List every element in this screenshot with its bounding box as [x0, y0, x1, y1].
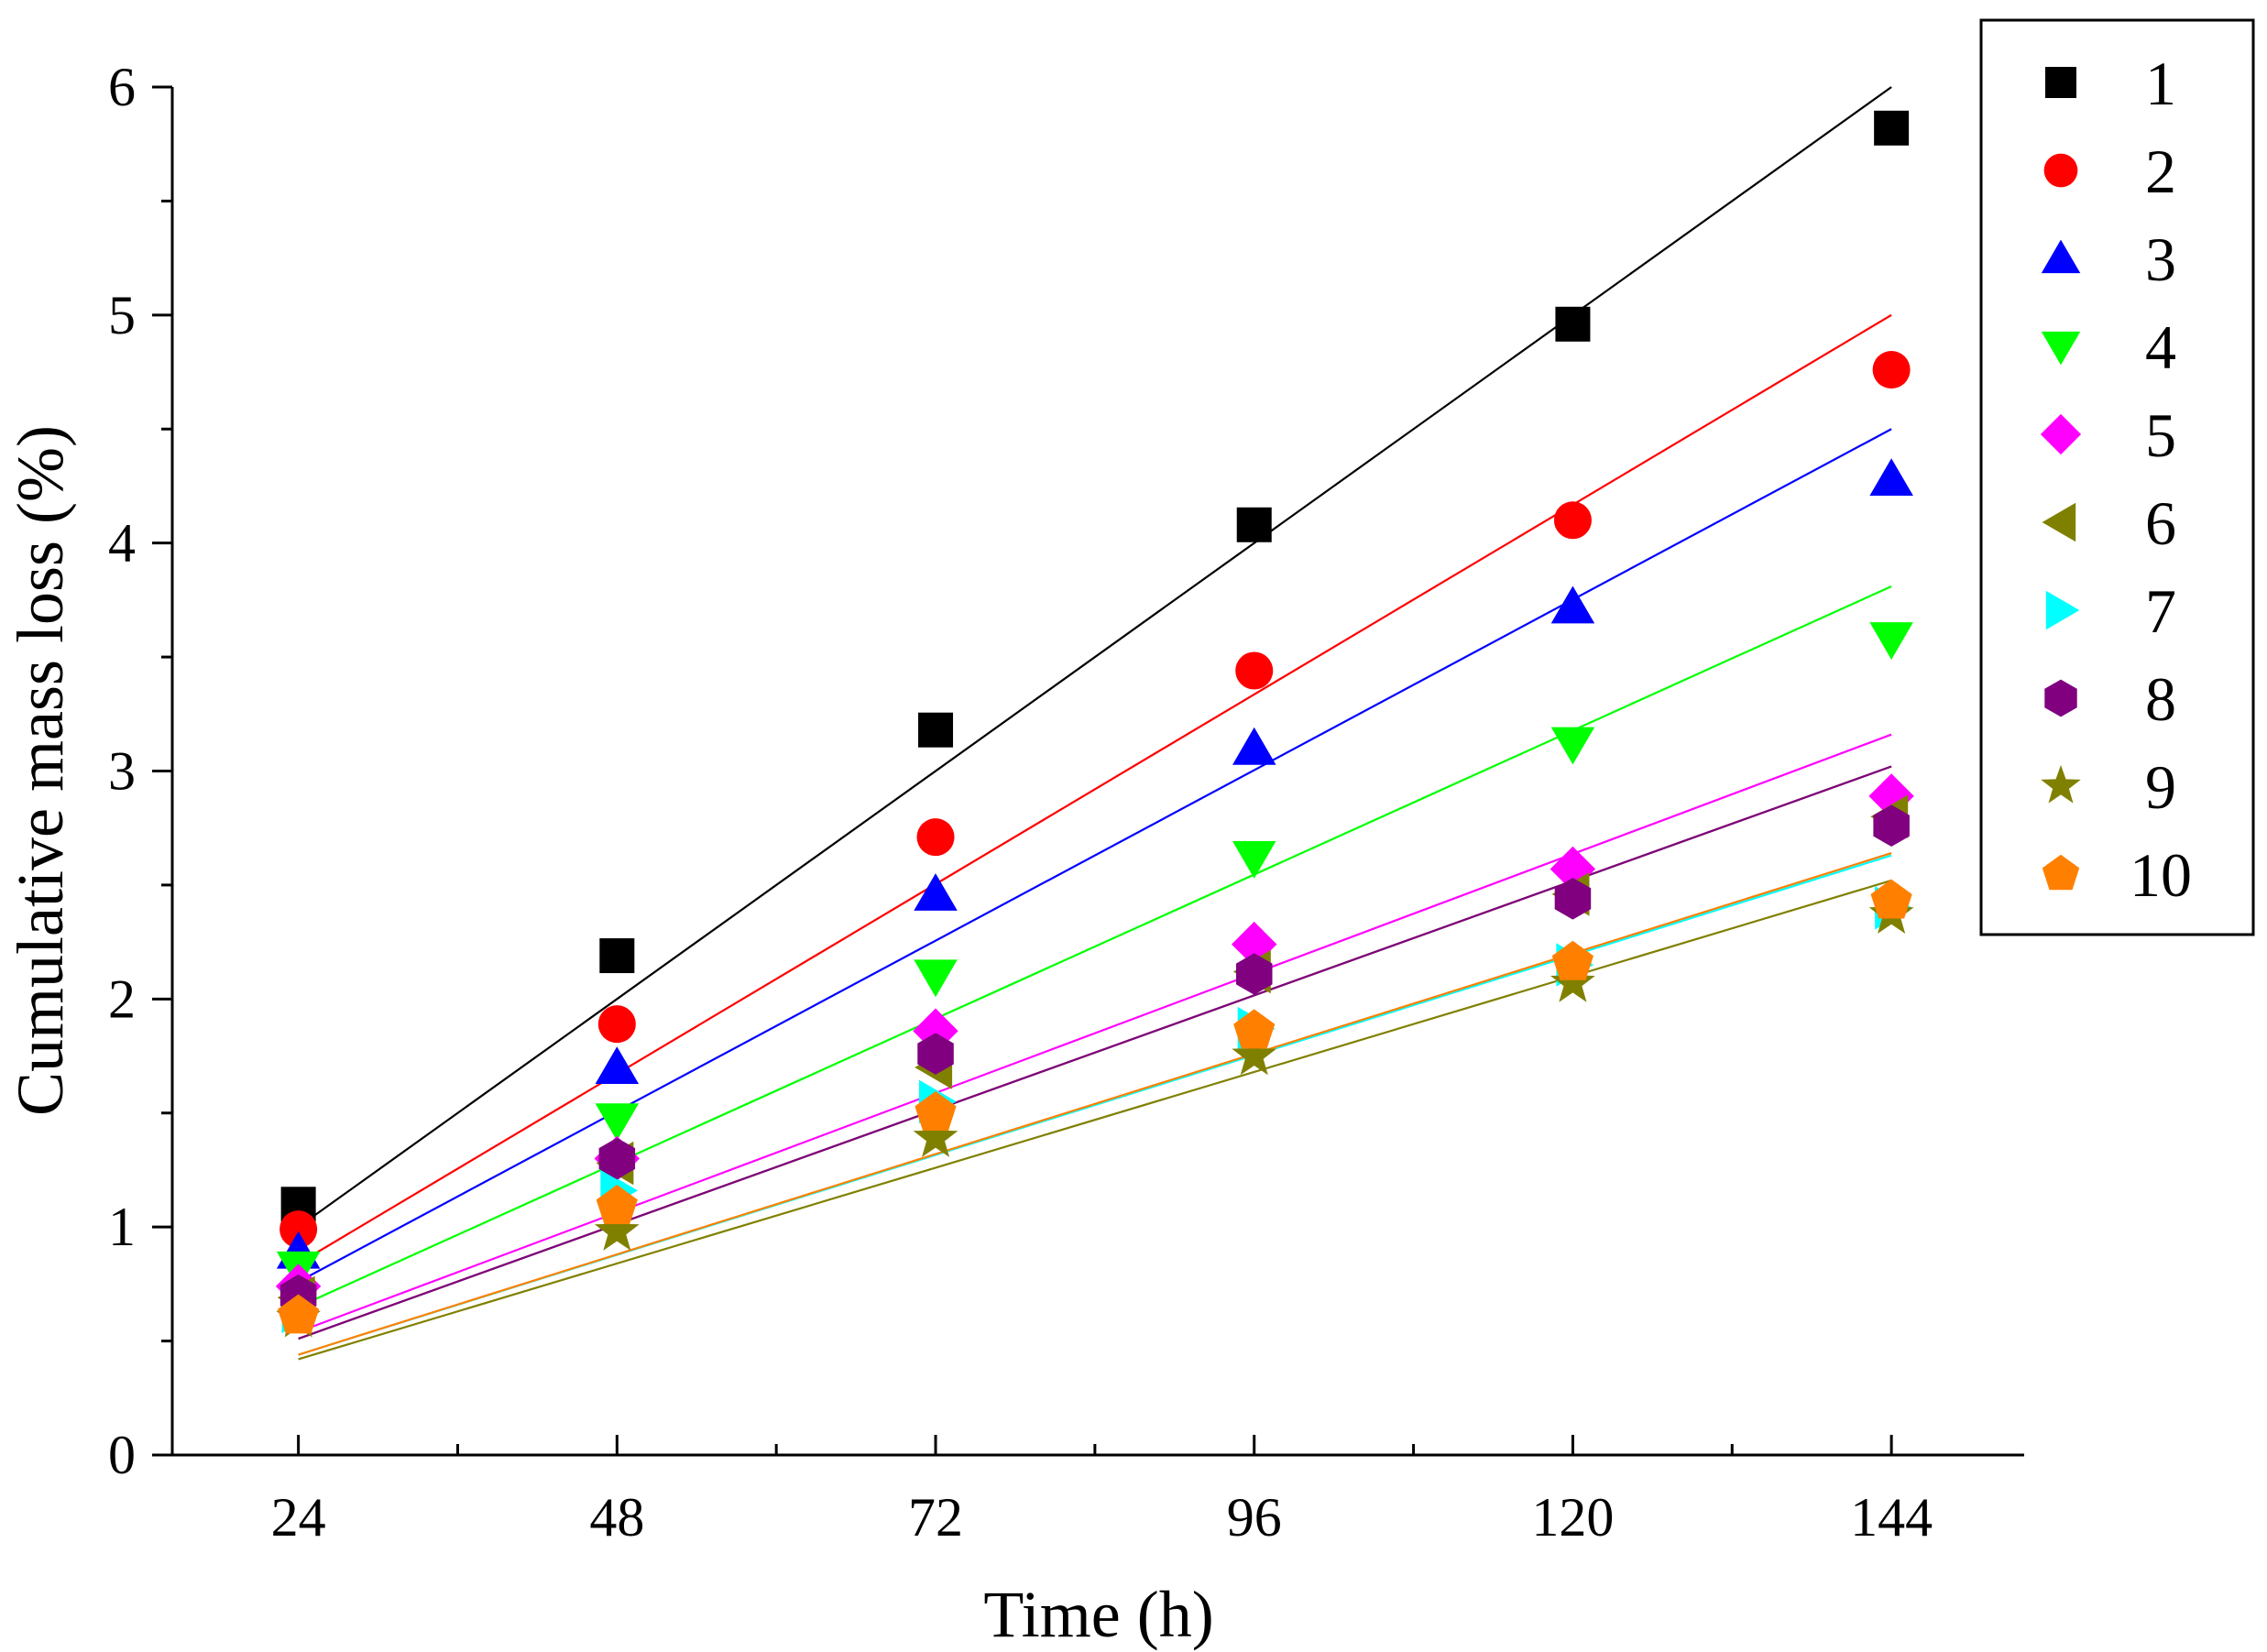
data-point-series-1: [1874, 110, 1910, 146]
data-point-series-2: [916, 818, 955, 857]
data-point-series-4: [1550, 727, 1595, 765]
legend-label-series-2: 2: [2145, 137, 2176, 206]
legend-marker-series-5: [2040, 413, 2082, 455]
data-point-series-4: [1869, 622, 1913, 660]
fit-line-series-10: [298, 852, 1892, 1356]
legend-label-series-8: 8: [2145, 664, 2176, 734]
data-point-series-2: [279, 1210, 318, 1249]
legend-label-series-4: 4: [2145, 312, 2176, 382]
data-point-series-1: [1555, 306, 1591, 342]
legend-marker-series-6: [2042, 502, 2076, 542]
y-ticks: 0 1 2 3 4 5 6: [108, 57, 172, 1485]
data-point-series-4: [1232, 841, 1276, 879]
y-tick-label: 2: [108, 968, 136, 1029]
fit-line-series-9: [298, 879, 1892, 1361]
x-tick-label: 96: [1227, 1487, 1282, 1548]
data-point-series-2: [1872, 351, 1911, 389]
legend-marker-series-10: [2042, 854, 2080, 891]
fit-line-series-3: [298, 428, 1892, 1283]
data-point-series-10: [596, 1185, 638, 1224]
data-point-series-8: [1873, 804, 1910, 847]
data-point-series-3: [1232, 727, 1276, 765]
data-point-series-4: [595, 1103, 640, 1141]
legend-marker-series-2: [2043, 153, 2078, 188]
data-point-series-8: [1236, 953, 1273, 995]
y-tick-label: 6: [108, 57, 136, 117]
fit-line-series-4: [298, 585, 1892, 1308]
data-point-series-4: [914, 959, 958, 998]
fit-line-series-5: [298, 733, 1892, 1333]
data-point-series-3: [1550, 585, 1595, 624]
legend-marker-series-9: [2041, 765, 2081, 804]
legend-marker-series-7: [2045, 590, 2080, 630]
legend-label-series-5: 5: [2145, 400, 2176, 470]
legend-marker-series-3: [2041, 239, 2081, 274]
data-point-series-10: [278, 1294, 320, 1334]
data-point-series-5: [1232, 921, 1277, 968]
data-point-series-9: [594, 1208, 640, 1251]
data-point-series-10: [1551, 940, 1593, 980]
x-tick-label: 144: [1850, 1487, 1933, 1548]
legend-label-series-9: 9: [2145, 752, 2176, 822]
data-point-series-10: [1870, 879, 1912, 919]
data-point-series-9: [1232, 1032, 1277, 1076]
legend-box: [1979, 18, 2255, 936]
data-point-series-2: [1553, 501, 1592, 540]
x-tick-label: 72: [908, 1487, 963, 1548]
legend-marker-series-8: [2044, 679, 2077, 717]
data-point-series-8: [598, 1137, 636, 1180]
data-point-series-5: [913, 1008, 958, 1054]
data-point-series-1: [918, 712, 954, 748]
data-markers: [275, 110, 1914, 1338]
x-axis-label: Time (h): [983, 1578, 1213, 1651]
fit-line-series-1: [297, 86, 1892, 1229]
fit-line-series-8: [298, 765, 1892, 1340]
y-tick-label: 5: [108, 285, 136, 345]
x-tick-label: 120: [1531, 1487, 1614, 1548]
y-axis-label: Cumulative mass loss (%): [4, 425, 77, 1116]
data-point-series-10: [1233, 1009, 1276, 1049]
data-point-series-8: [1554, 878, 1592, 920]
y-tick-label: 3: [108, 741, 136, 802]
legend-label-series-10: 10: [2130, 840, 2192, 910]
data-point-series-1: [1236, 507, 1272, 542]
data-point-series-2: [1235, 651, 1274, 690]
x-tick-label: 24: [271, 1487, 326, 1548]
fit-line-series-2: [298, 313, 1892, 1264]
data-point-series-3: [1869, 458, 1913, 496]
y-tick-label: 4: [108, 513, 136, 574]
y-tick-label: 1: [108, 1197, 136, 1257]
x-ticks: 24 48 72 96 120 144: [271, 1435, 1933, 1548]
y-tick-label: 0: [108, 1425, 136, 1485]
data-point-series-8: [917, 1033, 954, 1075]
data-point-series-3: [595, 1046, 640, 1084]
legend-label-series-7: 7: [2145, 576, 2176, 646]
fit-lines: [297, 86, 1892, 1361]
legend-label-series-1: 1: [2145, 49, 2176, 118]
data-point-series-9: [1550, 959, 1595, 1002]
legend-label-series-3: 3: [2145, 224, 2176, 294]
legend-marker-series-1: [2045, 67, 2076, 98]
data-point-series-3: [914, 873, 958, 911]
data-point-series-1: [599, 938, 635, 974]
data-point-series-9: [913, 1114, 958, 1157]
legend: 1 2 3 4 5 6 7 8 9 10: [1979, 18, 2255, 936]
data-point-series-10: [914, 1091, 957, 1131]
data-point-series-2: [597, 1005, 636, 1044]
legend-label-series-6: 6: [2145, 488, 2176, 558]
x-tick-label: 48: [589, 1487, 644, 1548]
legend-marker-series-4: [2041, 331, 2081, 366]
